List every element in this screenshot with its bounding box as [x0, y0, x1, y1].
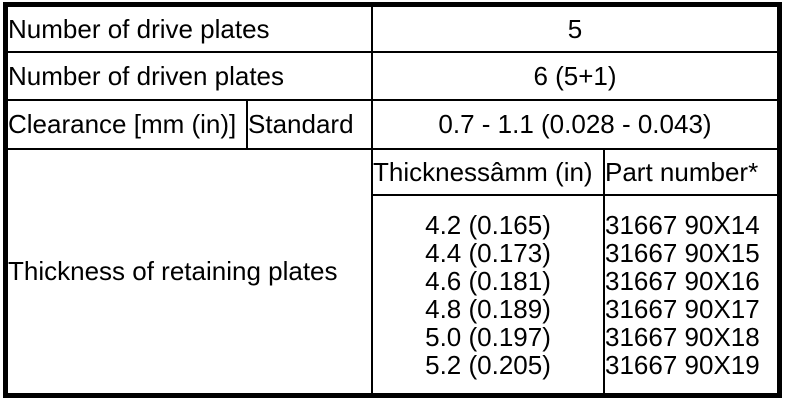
- retaining-plates-label: Thickness of retaining plates: [6, 148, 373, 395]
- clearance-condition-label: Standard: [246, 99, 373, 150]
- clearance-label: Clearance [mm (in)]: [6, 99, 248, 150]
- part-number-value: 31667 90X17: [605, 293, 760, 324]
- table-row-retaining-values: 4.2 (0.165) 4.4 (0.173) 4.6 (0.181) 4.8 …: [7, 194, 779, 395]
- thickness-value: 5.0 (0.197): [425, 321, 551, 352]
- table-row-drive-plates: Number of drive plates 5: [6, 5, 779, 53]
- table-row-clearance: Clearance [mm (in)] Standard 0.7 - 1.1 (…: [6, 99, 779, 150]
- part-number-value: 31667 90X14: [605, 209, 760, 240]
- drive-plates-label: Number of drive plates: [6, 5, 373, 53]
- table-row-retaining-header: Thickness of retaining plates Thicknessâ…: [6, 148, 779, 395]
- thickness-values-cell: 4.2 (0.165) 4.4 (0.173) 4.6 (0.181) 4.8 …: [371, 194, 605, 395]
- part-number-column-header: Part number*: [603, 148, 779, 196]
- part-number-value: 31667 90X16: [605, 265, 760, 296]
- table-row-driven-plates: Number of driven plates 6 (5+1): [6, 51, 779, 101]
- driven-plates-label: Number of driven plates: [6, 51, 373, 101]
- spec-table-frame: Number of drive plates 5 Number of drive…: [3, 2, 782, 398]
- driven-plates-value: 6 (5+1): [371, 51, 779, 101]
- thickness-value: 4.4 (0.173): [425, 237, 551, 268]
- part-number-value: 31667 90X15: [605, 237, 760, 268]
- spec-table: Number of drive plates 5 Number of drive…: [6, 5, 779, 395]
- thickness-value: 4.6 (0.181): [425, 265, 551, 296]
- thickness-value: 4.2 (0.165): [425, 209, 551, 240]
- thickness-value: 4.8 (0.189): [425, 293, 551, 324]
- drive-plates-value: 5: [371, 5, 779, 53]
- clearance-value: 0.7 - 1.1 (0.028 - 0.043): [371, 99, 779, 150]
- thickness-value: 5.2 (0.205): [425, 349, 551, 380]
- part-number-value: 31667 90X19: [605, 349, 760, 380]
- part-number-values-cell: 31667 90X14 31667 90X15 31667 90X16 3166…: [603, 194, 779, 395]
- thickness-column-header: Thicknessâmm (in): [371, 148, 605, 196]
- part-number-value: 31667 90X18: [605, 321, 760, 352]
